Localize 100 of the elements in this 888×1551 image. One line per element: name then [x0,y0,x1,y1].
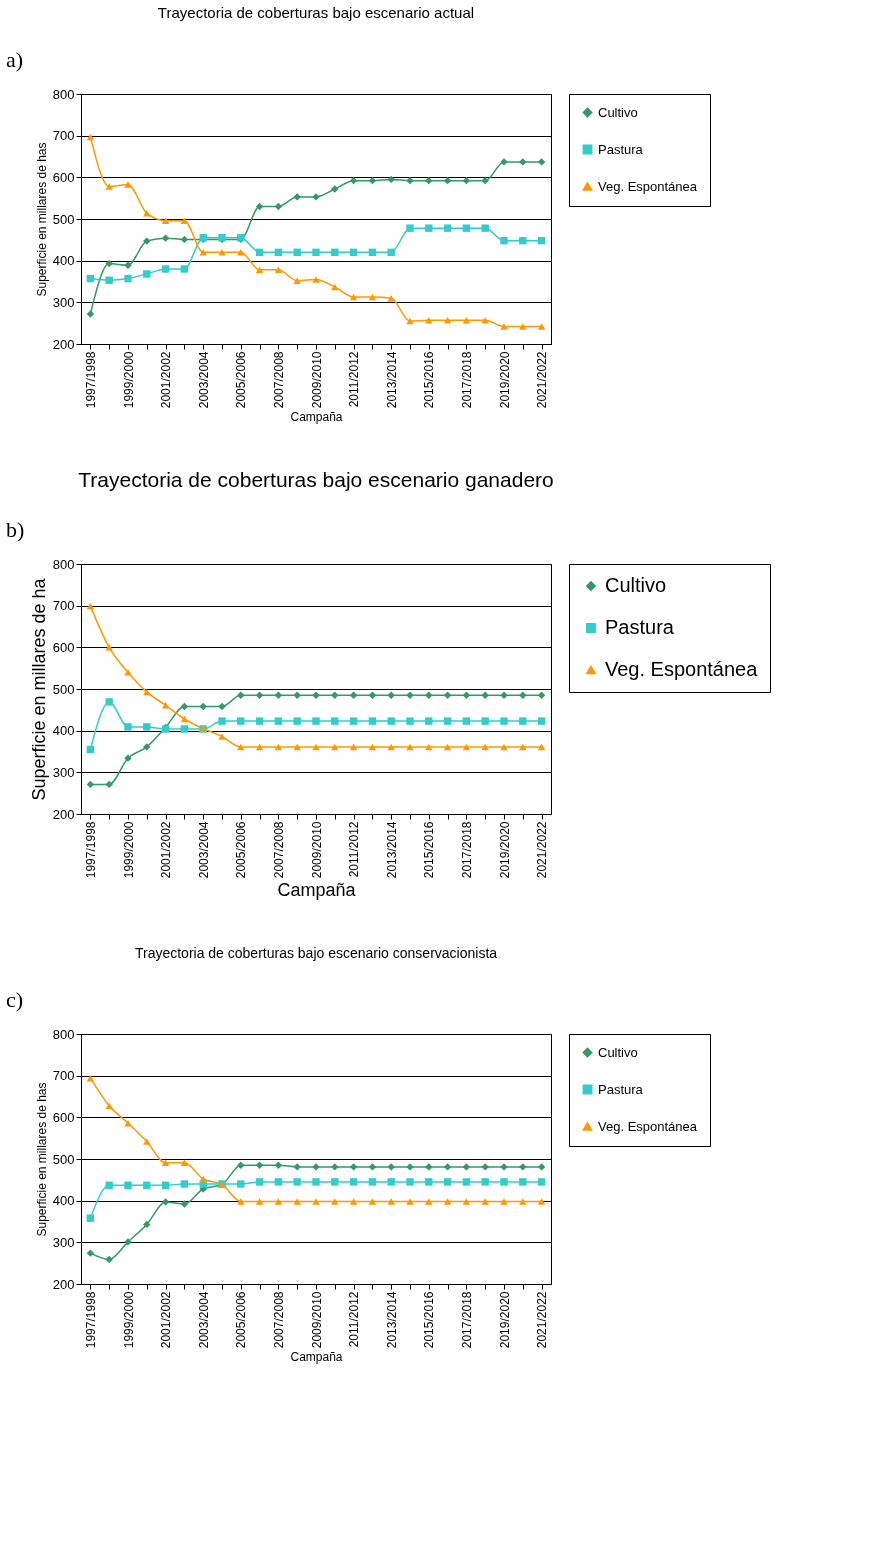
x-tick-label: 2015/2016 [422,1291,437,1349]
point [86,602,95,610]
point [519,1163,527,1171]
point [161,1198,170,1206]
point [368,691,377,699]
x-tick-label: 2003/2004 [196,821,211,879]
point [331,283,339,291]
x-tick-label: 2021/2022 [535,351,550,409]
point [293,743,301,751]
point [274,1161,283,1169]
point [312,248,320,257]
y-tick-label: 800 [52,556,75,572]
legend-label: Veg. Espontánea [598,178,698,194]
y-tick-label: 400 [52,1193,75,1209]
point [255,1178,264,1186]
y-tick-label: 200 [52,806,75,822]
point [237,1180,245,1188]
point [443,224,452,232]
point [105,780,113,789]
point [462,176,471,185]
point [349,743,358,751]
point [331,717,339,725]
point [425,743,433,751]
point [443,1178,452,1186]
y-axis-title: Superficie en millares de ha [28,577,49,801]
point [462,1163,471,1171]
point [274,691,283,699]
x-tick-label: 2015/2016 [422,351,437,409]
y-axis-title: Superficie en millares de has [34,1082,49,1237]
point [331,248,339,257]
x-tick-label: 2013/2014 [384,1291,399,1349]
point [537,691,546,699]
point [500,717,508,725]
point [293,691,301,699]
point [255,202,264,211]
point [406,1178,414,1186]
point [143,688,151,696]
legend-label: Veg. Espontánea [605,658,759,680]
x-tick-label: 2019/2020 [497,1291,512,1349]
y-axis-title: Superficie en millares de has [34,142,49,297]
point [349,1198,358,1205]
point [406,743,414,751]
y-tick-label: 500 [52,681,75,697]
point [255,743,264,751]
x-axis-title: Campaña [290,1350,343,1365]
point [180,702,189,711]
y-tick-label: 700 [52,1068,75,1084]
point [387,1198,395,1205]
point [500,323,508,330]
x-tick-label: 2003/2004 [196,1291,211,1349]
point [462,691,471,699]
x-tick-label: 1997/1998 [83,351,98,409]
legend-label: Cultivo [605,574,667,596]
point [255,266,264,274]
point [312,717,320,725]
point [105,259,113,268]
point [180,217,189,224]
point [387,248,395,257]
point [180,1180,189,1188]
x-tick-label: 2007/2008 [271,1291,286,1349]
point [443,743,452,751]
point [481,691,489,699]
y-tick-label: 200 [52,1276,75,1292]
chart-title: Trayectoria de coberturas bajo escenario conservacionista [134,945,498,961]
point [406,176,414,185]
point [349,1163,358,1171]
chart-title: Trayectoria de coberturas bajo escenario actual [157,4,475,21]
point [255,1198,264,1205]
legend-label: Cultivo [598,1044,638,1060]
point [443,1163,452,1171]
point [105,1102,113,1109]
point [519,1178,527,1186]
point [293,248,301,257]
point [481,717,489,725]
point [331,1178,339,1186]
text: c) [6,987,24,1012]
point [143,1138,151,1145]
point [274,1178,283,1186]
y-tick-label: 600 [52,169,75,185]
text: a) [6,47,24,72]
point [143,743,151,751]
point [537,1178,546,1186]
point [349,691,358,699]
point [124,1181,132,1189]
point [199,1175,207,1183]
point [218,249,226,256]
x-tick-label: 2009/2010 [309,1291,324,1349]
point [143,1220,151,1229]
point [237,1198,245,1205]
point [519,1198,527,1205]
point [312,1198,320,1205]
point [161,1159,170,1166]
point [331,1163,339,1171]
point [105,183,113,190]
point [462,743,471,751]
point [500,236,508,245]
point [519,717,527,725]
point [425,1163,433,1171]
x-tick-label: 2005/2006 [234,821,249,879]
point [368,1178,377,1186]
